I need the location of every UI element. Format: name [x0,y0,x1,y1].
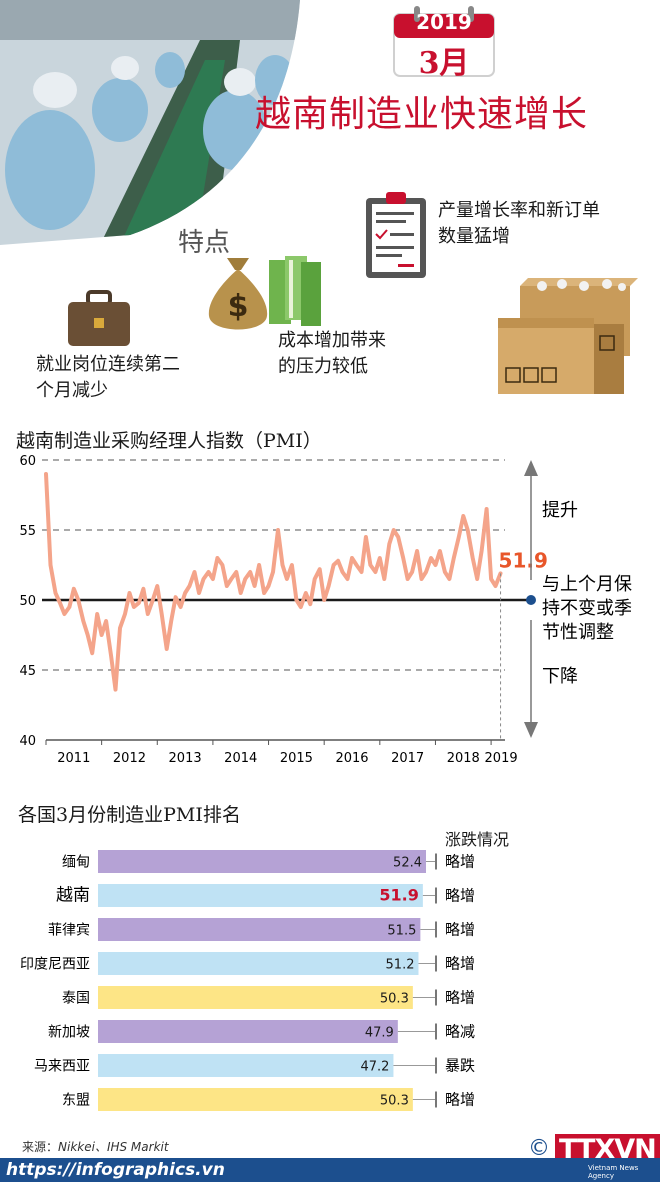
pmi-direction-arrows [524,460,538,738]
x-tick-label: 2012 [113,751,146,766]
bar-row: 缅甸 52.4 略增 [62,850,475,873]
feature-line: 的压力较低 [278,356,368,377]
feature-cost-pressure: 成本增加带来 的压力较低 [278,328,418,380]
feature-employment: 就业岗位连续第二 个月减少 [36,352,216,404]
bar [98,986,413,1009]
feature-line: 就业岗位连续第二 [36,354,180,375]
pmi-chart-title: 越南制造业采购经理人指数（PMI） [16,430,322,452]
value-label: 47.9 [365,1026,394,1041]
bar [98,1054,394,1077]
pmi-grid [42,459,531,741]
annotation-neutral-line: 与上个月保 [542,574,632,595]
annotation-neutral-line: 节性调整 [542,622,614,643]
value-label: 51.5 [387,924,416,939]
category-label: 印度尼西亚 [20,957,90,973]
value-label: 52.4 [393,856,422,871]
source-list: Nikkei、IHS Markit [58,1140,169,1154]
features-label: 特点 [178,228,231,258]
pmi-baseline-dot [526,595,536,605]
clipboard-icon [366,192,426,278]
category-label: 缅甸 [62,855,90,871]
bar [98,1020,398,1043]
feature-line: 成本增加带来 [278,330,386,351]
status-label: 略增 [445,1091,475,1109]
bar-row: 泰国 50.3 略增 [62,986,475,1009]
bar [98,918,421,941]
category-label: 越南 [56,886,90,906]
bar [98,850,426,873]
value-label: 47.2 [360,1060,389,1075]
value-label: 51.2 [386,958,415,973]
calendar-month: 3月 [418,46,470,81]
x-tick-label: 2019 [485,751,518,766]
status-label: 略增 [445,887,475,905]
value-label: 50.3 [380,1094,409,1109]
value-label: 51.9 [379,886,418,905]
page-title: 越南制造业快速增长 [255,94,589,135]
y-tick-label: 55 [19,524,36,539]
status-label: 略增 [445,853,475,871]
factory-photo [0,0,300,245]
bar-row: 新加坡 47.9 略减 [48,1020,475,1043]
copyright-icon: © [528,1136,550,1161]
x-tick-label: 2018 [447,751,480,766]
pmi-x-ticks: 2011 2012 2013 2014 2015 2016 2017 2018 2019 [45,740,518,766]
category-label: 东盟 [62,1093,90,1109]
source-note: 来源：Nikkei、IHS Markit [22,1138,169,1155]
svg-text:$: $ [228,289,249,324]
boxes-icon [498,278,638,394]
status-label: 略增 [445,955,475,973]
bar-row: 马来西亚 47.2 暴跌 [34,1054,475,1077]
bar-row: 越南 51.9 略增 [56,884,475,907]
footer-bar [0,1158,660,1182]
status-label: 略增 [445,989,475,1007]
bar [98,952,419,975]
agency-name: Vietnam News Agency [588,1164,639,1180]
feature-output-growth: 产量增长率和新订单 数量猛增 [438,198,648,250]
bar-row: 印度尼西亚 51.2 略增 [20,952,475,975]
x-tick-label: 2015 [280,751,313,766]
annotation-down: 下降 [542,666,578,687]
pmi-last-value-label: 51.9 [499,548,548,572]
annotation-neutral-line: 持不变或季 [542,598,632,619]
bar [98,884,423,907]
website-link[interactable]: https://infographics.vn [6,1160,225,1180]
calendar-icon [393,6,495,77]
status-column-header: 涨跌情况 [445,830,510,849]
y-tick-label: 60 [19,454,36,469]
category-label: 新加坡 [48,1025,90,1041]
y-tick-label: 45 [19,664,36,679]
calendar-year: 2019 [416,10,472,34]
money-bag-icon: $ [208,256,321,330]
briefcase-icon [68,290,130,346]
bar-row: 东盟 50.3 略增 [62,1088,475,1111]
feature-line: 个月减少 [36,380,108,401]
y-tick-label: 40 [19,734,36,749]
x-tick-label: 2016 [335,751,368,766]
category-label: 泰国 [62,991,90,1007]
status-label: 略减 [445,1023,475,1041]
pmi-y-ticks: 60 55 50 45 40 [19,454,36,749]
x-tick-label: 2011 [57,751,90,766]
bar-row: 菲律宾 51.5 略增 [48,918,475,941]
status-label: 略增 [445,921,475,939]
category-label: 菲律宾 [48,923,90,939]
source-label: 来源： [22,1140,59,1154]
y-tick-label: 50 [19,594,36,609]
x-tick-label: 2013 [169,751,202,766]
status-label: 暴跌 [445,1057,475,1075]
feature-line: 产量增长率和新订单 [438,200,600,221]
value-label: 50.3 [380,992,409,1007]
pmi-series-line [44,472,503,692]
x-tick-label: 2014 [224,751,257,766]
annotation-up: 提升 [542,500,578,521]
bar [98,1088,413,1111]
x-tick-label: 2017 [391,751,424,766]
ranking-chart-title: 各国3月份制造业PMI排名 [18,804,241,826]
feature-line: 数量猛增 [438,226,510,247]
category-label: 马来西亚 [34,1059,90,1075]
